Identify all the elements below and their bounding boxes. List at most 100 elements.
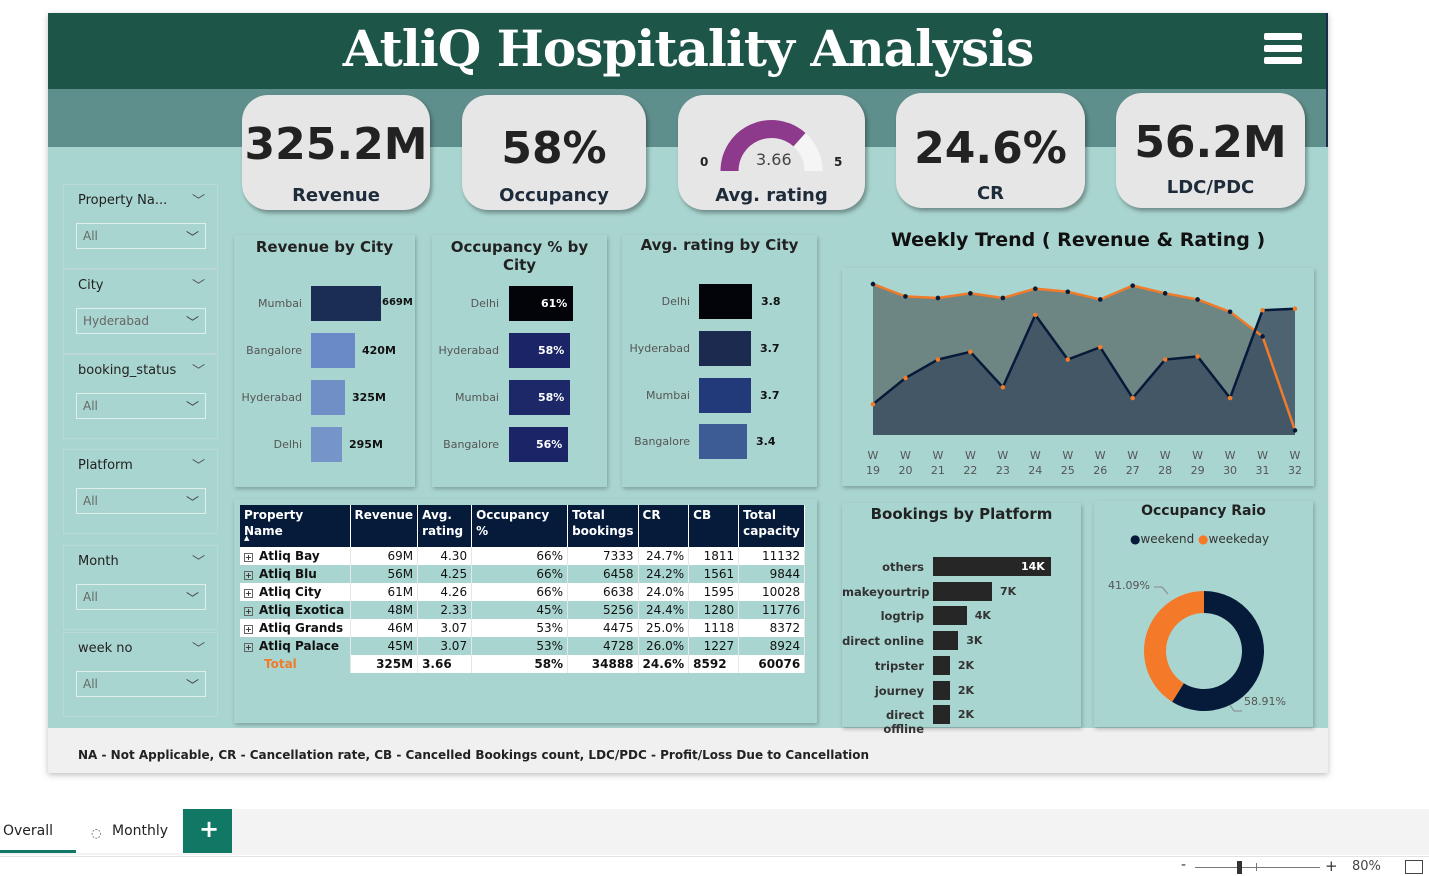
revenue-bar-row[interactable]: Bangalore 420M [234, 332, 415, 370]
trend-point[interactable] [1292, 428, 1298, 433]
table-row[interactable]: + Atliq Palace 45M 3.07 53% 4728 26.0% 1227 8924 [240, 637, 806, 655]
col-header-total-bookings[interactable]: Total bookings [567, 505, 639, 547]
zoom-slider-track[interactable] [1195, 867, 1320, 868]
slicer-property-name[interactable]: Property Na... ﹀ All ﹀ [63, 184, 218, 269]
expand-icon[interactable]: + [244, 589, 253, 598]
trend-point[interactable] [935, 295, 941, 301]
trend-point[interactable] [1227, 309, 1233, 315]
bar[interactable] [699, 331, 751, 366]
trend-point[interactable] [1162, 357, 1168, 362]
expand-icon[interactable]: + [244, 625, 253, 634]
col-header-revenue[interactable]: Revenue [350, 505, 419, 547]
trend-point[interactable] [1162, 291, 1168, 296]
chevron-down-icon[interactable]: ﹀ [191, 279, 205, 294]
bar[interactable] [933, 581, 992, 601]
trend-point[interactable] [1065, 357, 1071, 362]
trend-point[interactable] [1227, 395, 1233, 401]
property-table[interactable]: Property Name ▲ Revenue Avg. rating Occupa… [240, 505, 806, 673]
trend-point[interactable] [870, 281, 876, 287]
revenue-bar-row[interactable]: Mumbai 669M [234, 285, 415, 323]
bar[interactable] [933, 655, 950, 675]
bookings-by-platform-chart[interactable]: Bookings by Platform others 14K makeyourtr… [842, 503, 1081, 736]
revenue-by-city-chart[interactable]: Revenue by City Mumbai 669M Bangalore 42… [234, 235, 415, 487]
slicer-platform[interactable]: Platform ﹀ All ﹀ [63, 449, 218, 534]
add-page-button[interactable]: + [183, 809, 232, 853]
bar[interactable] [311, 286, 381, 321]
chevron-down-icon[interactable]: ﹀ [191, 194, 205, 209]
col-header-total-capacity[interactable]: Total capacity [738, 505, 806, 547]
table-row[interactable]: + Atliq Bay 69M 4.30 66% 7333 24.7% 1811 11132 [240, 547, 806, 565]
trend-point[interactable] [1033, 286, 1038, 291]
slicer-week-no[interactable]: week no ﹀ All ﹀ [63, 632, 218, 717]
occupancy-bar-row[interactable]: Delhi 61% [432, 285, 607, 323]
chevron-down-icon[interactable]: ﹀ [191, 642, 205, 657]
trend-point[interactable] [968, 349, 973, 355]
fit-to-page-icon[interactable] [1405, 860, 1423, 874]
rating-by-city-chart[interactable]: Avg. rating by City Delhi 3.8 Hyderabad … [622, 235, 817, 487]
chevron-down-icon[interactable]: ﹀ [191, 459, 205, 474]
occupancy-bar-row[interactable]: Bangalore 56% [432, 426, 607, 464]
col-header-property[interactable]: Property Name ▲ [240, 505, 351, 547]
trend-point[interactable] [903, 294, 908, 299]
tab-overall[interactable]: Overall [0, 809, 76, 853]
trend-point[interactable] [1097, 297, 1103, 302]
weekly-trend-chart[interactable]: W 19 W 20 W 21 W 22 W 23 W 24 W 25 W 26 W 27 W 28 W 29 W 30 W 31 W… [842, 268, 1314, 486]
bar[interactable] [933, 705, 950, 725]
col-header-cr[interactable]: CR [638, 505, 690, 547]
trend-point[interactable] [870, 401, 876, 407]
revenue-bar-row[interactable]: Hyderabad 325M [234, 379, 415, 417]
slicer-city[interactable]: City ﹀ Hyderabad ﹀ [63, 269, 218, 354]
donut-slice-weekday[interactable] [1144, 591, 1204, 702]
rating-bar-row[interactable]: Bangalore 3.4 [622, 423, 817, 461]
zoom-out-button[interactable]: - [1181, 857, 1187, 873]
col-header-rating[interactable]: Avg. rating [417, 505, 473, 547]
occupancy-by-city-chart[interactable]: Occupancy % by City Delhi 61% Hyderabad … [432, 235, 607, 487]
trend-point[interactable] [1000, 295, 1006, 301]
expand-icon[interactable]: + [244, 643, 253, 652]
trend-point[interactable] [1065, 289, 1071, 295]
donut-slice-weekend[interactable] [1172, 591, 1264, 711]
slicer-month[interactable]: Month ﹀ All ﹀ [63, 545, 218, 630]
rating-bar-row[interactable]: Mumbai 3.7 [622, 377, 817, 415]
trend-point[interactable] [1130, 395, 1135, 401]
occupancy-ratio-chart[interactable]: Occupancy Raio ●weekend ●weekeday 41.09%… [1094, 501, 1313, 727]
bar[interactable] [311, 427, 342, 462]
trend-point[interactable] [1260, 307, 1265, 313]
trend-point[interactable] [1195, 354, 1200, 359]
zoom-in-button[interactable]: + [1325, 857, 1338, 875]
hamburger-menu-icon[interactable] [1264, 33, 1302, 69]
table-row[interactable]: + Atliq Blu 56M 4.25 66% 6458 24.2% 1561 9844 [240, 565, 806, 583]
slicer-dropdown[interactable]: Hyderabad ﹀ [76, 308, 206, 334]
bar[interactable] [699, 284, 752, 319]
zoom-slider-thumb[interactable] [1236, 861, 1242, 874]
bar[interactable] [509, 427, 568, 462]
slicer-dropdown[interactable]: All ﹀ [76, 488, 206, 514]
bar[interactable] [699, 424, 747, 459]
occupancy-bar-row[interactable]: Hyderabad 58% [432, 332, 607, 370]
chevron-down-icon[interactable]: ﹀ [191, 555, 205, 570]
bar[interactable] [509, 333, 570, 368]
table-row[interactable]: + Atliq Grands 46M 3.07 53% 4475 25.0% 1118 8372 [240, 619, 806, 637]
col-header-cb[interactable]: CB [688, 505, 740, 547]
trend-point[interactable] [935, 357, 941, 362]
col-header-occupancy[interactable]: Occupancy % [471, 505, 569, 547]
trend-point[interactable] [1130, 283, 1135, 288]
rating-bar-row[interactable]: Hyderabad 3.7 [622, 330, 817, 368]
expand-icon[interactable]: + [244, 553, 253, 562]
bar[interactable] [509, 380, 570, 415]
expand-icon[interactable]: + [244, 607, 253, 616]
zoom-level[interactable]: 80% [1352, 859, 1381, 874]
slicer-dropdown[interactable]: All ﹀ [76, 393, 206, 419]
bar[interactable] [699, 378, 751, 413]
bar[interactable] [933, 680, 950, 700]
trend-point[interactable] [1097, 344, 1103, 350]
trend-point[interactable] [1000, 384, 1006, 390]
table-row[interactable]: + Atliq Exotica 48M 2.33 45% 5256 24.4% 1280 117… [240, 601, 806, 619]
tab-monthly[interactable]: ◌ Monthly [76, 809, 182, 853]
slicer-dropdown[interactable]: All ﹀ [76, 671, 206, 697]
bar[interactable] [311, 333, 355, 368]
revenue-bar-row[interactable]: Delhi 295M [234, 426, 415, 464]
trend-point[interactable] [1033, 312, 1038, 318]
bar[interactable] [933, 557, 1051, 576]
slicer-dropdown[interactable]: All ﹀ [76, 223, 206, 249]
